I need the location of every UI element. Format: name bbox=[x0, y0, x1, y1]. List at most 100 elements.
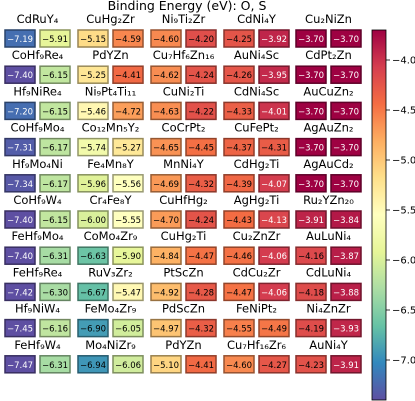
material-cell: Ru₂YZn₂₀ −3.91 −3.84 bbox=[295, 193, 362, 229]
s-value-box bbox=[112, 318, 144, 338]
s-value-label: −4.07 bbox=[261, 180, 287, 190]
s-value-label: −4.28 bbox=[188, 288, 214, 298]
material-label: CdNi₄Sc bbox=[234, 84, 279, 98]
material-cell: CdNi₄Sc −4.33 −4.01 bbox=[223, 84, 290, 121]
material-cell: CuHg₂Ti −4.84 −4.47 bbox=[150, 229, 217, 265]
o-value-label: −3.91 bbox=[298, 216, 324, 226]
s-value-box bbox=[112, 29, 144, 48]
s-value-box bbox=[39, 210, 71, 229]
o-value-label: −4.37 bbox=[226, 144, 252, 154]
material-cell: CuNi₂Ti −4.63 −4.22 bbox=[150, 84, 217, 121]
s-value-label: −4.24 bbox=[188, 216, 214, 226]
s-value-box bbox=[330, 174, 362, 193]
o-value-label: −4.62 bbox=[153, 71, 179, 81]
o-value-box bbox=[295, 246, 327, 265]
o-value-box bbox=[77, 282, 109, 302]
o-value-box bbox=[223, 101, 255, 121]
s-value-label: −4.24 bbox=[188, 71, 214, 81]
o-value-box bbox=[77, 318, 109, 338]
o-value-label: −4.26 bbox=[226, 71, 252, 81]
o-value-label: −4.39 bbox=[226, 180, 252, 190]
s-value-box bbox=[258, 174, 290, 193]
o-value-label: −4.16 bbox=[298, 252, 324, 262]
material-label: FeHf₉W₄ bbox=[14, 338, 61, 352]
colorbar-gradient bbox=[371, 29, 387, 401]
material-label: CdPt₂Zn bbox=[305, 48, 352, 62]
s-value-box bbox=[112, 174, 144, 193]
o-value-label: −3.70 bbox=[298, 107, 324, 117]
s-value-label: −6.31 bbox=[42, 361, 68, 371]
colorbar-tick-label: −4.5 bbox=[392, 106, 415, 117]
s-value-label: −6.17 bbox=[42, 180, 68, 190]
o-value-box bbox=[223, 29, 255, 48]
s-value-label: −6.15 bbox=[42, 71, 68, 81]
s-value-label: −5.91 bbox=[42, 35, 68, 45]
o-value-label: −6.94 bbox=[80, 361, 106, 371]
o-value-box bbox=[4, 355, 36, 374]
material-label: CuHg₂Zr bbox=[86, 12, 135, 26]
o-value-box bbox=[77, 210, 109, 229]
material-cell: CoMo₄Zr₉ −6.63 −5.90 bbox=[77, 229, 144, 265]
s-value-label: −3.91 bbox=[333, 361, 359, 371]
s-value-label: −6.31 bbox=[42, 252, 68, 262]
s-value-box bbox=[39, 355, 71, 374]
o-value-label: −4.25 bbox=[226, 35, 252, 45]
material-cell: FeHf₉Mo₄ −7.40 −6.31 bbox=[4, 229, 71, 265]
material-cell: Mo₄NiZr₉ −6.94 −6.06 bbox=[77, 338, 144, 374]
material-label: MnNi₄Y bbox=[163, 157, 205, 171]
material-label: PdYZn bbox=[92, 48, 128, 62]
s-value-label: −3.88 bbox=[333, 288, 359, 298]
material-label: Ru₂YZn₂₀ bbox=[303, 193, 354, 207]
material-label: Hf₉NiRe₄ bbox=[13, 84, 62, 98]
material-cell: PdScZn −4.97 −4.32 bbox=[150, 302, 217, 338]
o-value-box bbox=[295, 29, 327, 48]
material-cell: Cu₂NiZn −3.70 −3.70 bbox=[295, 12, 362, 48]
colorbar-tick-label: −6.5 bbox=[392, 306, 415, 317]
s-value-box bbox=[185, 246, 217, 265]
o-value-box bbox=[223, 210, 255, 229]
s-value-box bbox=[330, 101, 362, 121]
o-value-box bbox=[77, 174, 109, 193]
o-value-label: −4.97 bbox=[153, 325, 179, 335]
material-cell: FeMo₄Zr₉ −6.90 −6.05 bbox=[77, 302, 144, 338]
o-value-label: −7.34 bbox=[7, 180, 33, 190]
material-label: Cu₇Hf₆Zn₁₆ bbox=[153, 48, 215, 62]
material-cell: AgHg₂Ti −4.43 −4.13 bbox=[223, 193, 290, 229]
o-value-box bbox=[223, 137, 255, 157]
s-value-box bbox=[185, 29, 217, 48]
o-value-label: −4.47 bbox=[226, 288, 252, 298]
o-value-box bbox=[77, 65, 109, 84]
o-value-label: −4.19 bbox=[298, 325, 324, 335]
o-value-label: −7.47 bbox=[7, 361, 33, 371]
s-value-label: −6.30 bbox=[42, 288, 68, 298]
material-cell: AgAuZn₂ −3.70 −3.70 bbox=[295, 121, 362, 157]
o-value-box bbox=[223, 282, 255, 302]
material-label: FeHf₉Re₄ bbox=[13, 265, 63, 279]
material-cell: Cu₂ZnZr −4.46 −4.06 bbox=[223, 229, 290, 265]
chart-title: Binding Energy (eV): O, S bbox=[108, 0, 267, 13]
material-label: CdHg₂Ti bbox=[234, 157, 280, 171]
o-value-box bbox=[223, 174, 255, 193]
o-value-box bbox=[150, 246, 182, 265]
heatmap-cells: CdRuY₄ −7.19 −5.91 CuHg₂Zr −5.15 −4.59 Ni₉Ti₂Z… bbox=[4, 12, 362, 374]
material-cell: CdRuY₄ −7.19 −5.91 bbox=[4, 12, 71, 48]
o-value-label: −7.40 bbox=[7, 71, 33, 81]
s-value-label: −3.87 bbox=[333, 252, 359, 262]
o-value-label: −5.74 bbox=[80, 144, 106, 154]
o-value-box bbox=[295, 318, 327, 338]
s-value-box bbox=[185, 137, 217, 157]
o-value-label: −6.90 bbox=[80, 325, 106, 335]
material-label: PdYZn bbox=[165, 338, 201, 352]
o-value-box bbox=[77, 29, 109, 48]
material-cell: CuHfHg₂ −4.70 −4.24 bbox=[150, 193, 217, 229]
o-value-label: −7.45 bbox=[7, 325, 33, 335]
s-value-label: −5.27 bbox=[115, 144, 141, 154]
s-value-label: −4.41 bbox=[115, 71, 141, 81]
material-label: AuLuNi₄ bbox=[306, 229, 351, 243]
material-cell: PdYZn −5.25 −4.41 bbox=[77, 48, 144, 84]
o-value-box bbox=[223, 65, 255, 84]
o-value-box bbox=[295, 174, 327, 193]
s-value-label: −6.15 bbox=[42, 216, 68, 226]
o-value-box bbox=[223, 318, 255, 338]
s-value-box bbox=[185, 174, 217, 193]
